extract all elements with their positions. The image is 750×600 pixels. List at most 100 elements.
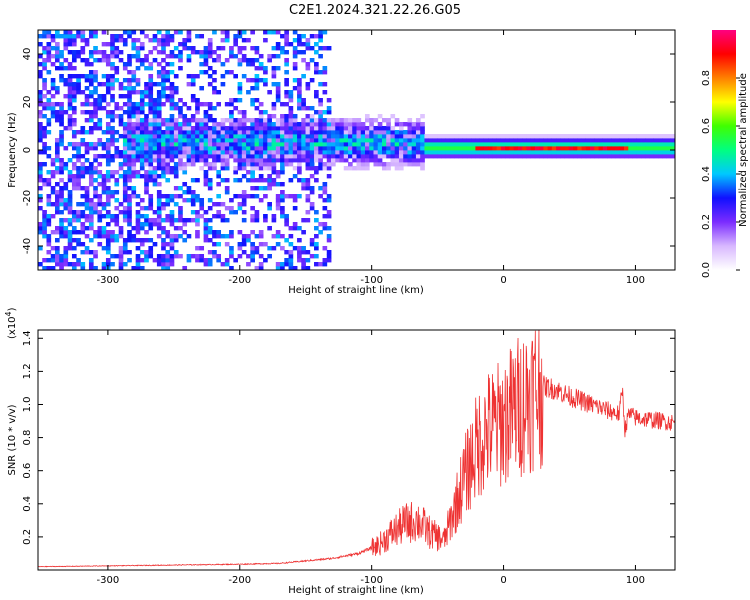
heatmap-cell (80, 226, 86, 231)
heatmap-cell (199, 122, 205, 127)
heatmap-cell (275, 198, 281, 203)
heatmap-cell (220, 234, 226, 239)
heatmap-cell (471, 134, 476, 139)
heatmap-cell (483, 154, 489, 159)
heatmap-cell (88, 78, 94, 83)
heatmap-cell (38, 170, 43, 175)
heatmap-cell (207, 54, 213, 59)
heatmap-cell (110, 218, 115, 223)
heatmap-cell (267, 206, 272, 211)
heatmap-cell (152, 58, 158, 63)
heatmap-cell (246, 58, 251, 63)
heatmap-cell (114, 238, 120, 243)
heatmap-cell (670, 138, 675, 143)
heatmap-cell (420, 142, 425, 147)
heatmap-cell (292, 30, 298, 35)
heatmap-cell (360, 126, 366, 131)
heatmap-cell (38, 226, 43, 231)
heatmap-cell (267, 126, 272, 131)
heatmap-cell (258, 186, 264, 191)
heatmap-cell (50, 254, 56, 259)
heatmap-cell (297, 166, 302, 171)
heatmap-cell (246, 150, 251, 155)
heatmap-cell (195, 122, 200, 127)
heatmap-cell (139, 110, 145, 115)
heatmap-cell (224, 234, 230, 239)
heatmap-cell (127, 210, 132, 215)
heatmap-cell (335, 142, 340, 147)
heatmap-cell (71, 226, 77, 231)
heatmap-cell (156, 102, 162, 107)
heatmap-cell (348, 162, 353, 167)
heatmap-cell (415, 138, 421, 143)
heatmap-cell (381, 142, 387, 147)
colorbar-tick-label: 0.2 (701, 214, 712, 230)
heatmap-cell (161, 150, 166, 155)
heatmap-cell (152, 222, 158, 227)
heatmap-cell (500, 138, 506, 143)
heatmap-cell (356, 142, 362, 147)
colorbar-ticks: 0.00.20.40.60.8 (701, 70, 740, 278)
heatmap-cell (156, 254, 162, 259)
heatmap-cell (318, 146, 323, 151)
heatmap-cell (42, 130, 47, 135)
heatmap-cell (356, 162, 362, 167)
heatmap-cell (403, 150, 408, 155)
heatmap-cell (309, 34, 315, 39)
heatmap-cell (178, 234, 183, 239)
heatmap-cell (292, 222, 298, 227)
heatmap-cell (144, 102, 149, 107)
heatmap-cell (71, 122, 77, 127)
heatmap-cell (560, 146, 565, 151)
heatmap-cell (156, 162, 162, 167)
heatmap-cell (394, 130, 400, 135)
heatmap-cell (250, 118, 255, 123)
heatmap-cell (173, 170, 179, 175)
heatmap-cell (127, 198, 132, 203)
heatmap-cell (67, 122, 73, 127)
heatmap-cell (216, 194, 222, 199)
heatmap-cell (471, 154, 476, 159)
heatmap-cell (199, 102, 205, 107)
heatmap-cell (135, 90, 141, 95)
heatmap-cell (71, 146, 77, 151)
heatmap-cell (492, 154, 498, 159)
heatmap-cell (131, 106, 137, 111)
heatmap-cell (54, 194, 60, 199)
heatmap-cell (331, 122, 336, 127)
heatmap-cell (301, 266, 306, 270)
heatmap-cell (127, 78, 132, 83)
heatmap-cell (156, 38, 162, 43)
heatmap-cell (203, 102, 209, 107)
heatmap-cell (297, 150, 302, 155)
heatmap-cell (118, 258, 124, 263)
heatmap-cell (590, 134, 595, 139)
heatmap-cell (118, 154, 124, 159)
heatmap-cell (314, 142, 319, 147)
heatmap-cell (352, 166, 357, 171)
heatmap-cell (195, 142, 200, 147)
heatmap-cell (212, 30, 217, 35)
heatmap-cell (46, 46, 52, 51)
heatmap-cell (280, 266, 285, 270)
heatmap-cell (165, 202, 171, 207)
heatmap-cell (173, 194, 179, 199)
heatmap-cell (59, 54, 64, 59)
heatmap-cell (233, 166, 238, 171)
heatmap-cell (573, 146, 578, 151)
heatmap-cell (513, 154, 519, 159)
heatmap-cell (161, 230, 166, 235)
heatmap-cell (288, 110, 294, 115)
heatmap-cell (203, 154, 209, 159)
heatmap-cell (590, 146, 595, 151)
heatmap-cell (114, 170, 120, 175)
heatmap-cell (254, 162, 260, 167)
heatmap-cell (280, 130, 285, 135)
heatmap-cell (386, 146, 391, 151)
heatmap-cell (38, 102, 43, 107)
heatmap-cell (641, 154, 646, 159)
heatmap-cell (301, 158, 306, 163)
heatmap-cell (97, 138, 103, 143)
heatmap-cell (348, 154, 353, 159)
heatmap-cell (165, 194, 171, 199)
